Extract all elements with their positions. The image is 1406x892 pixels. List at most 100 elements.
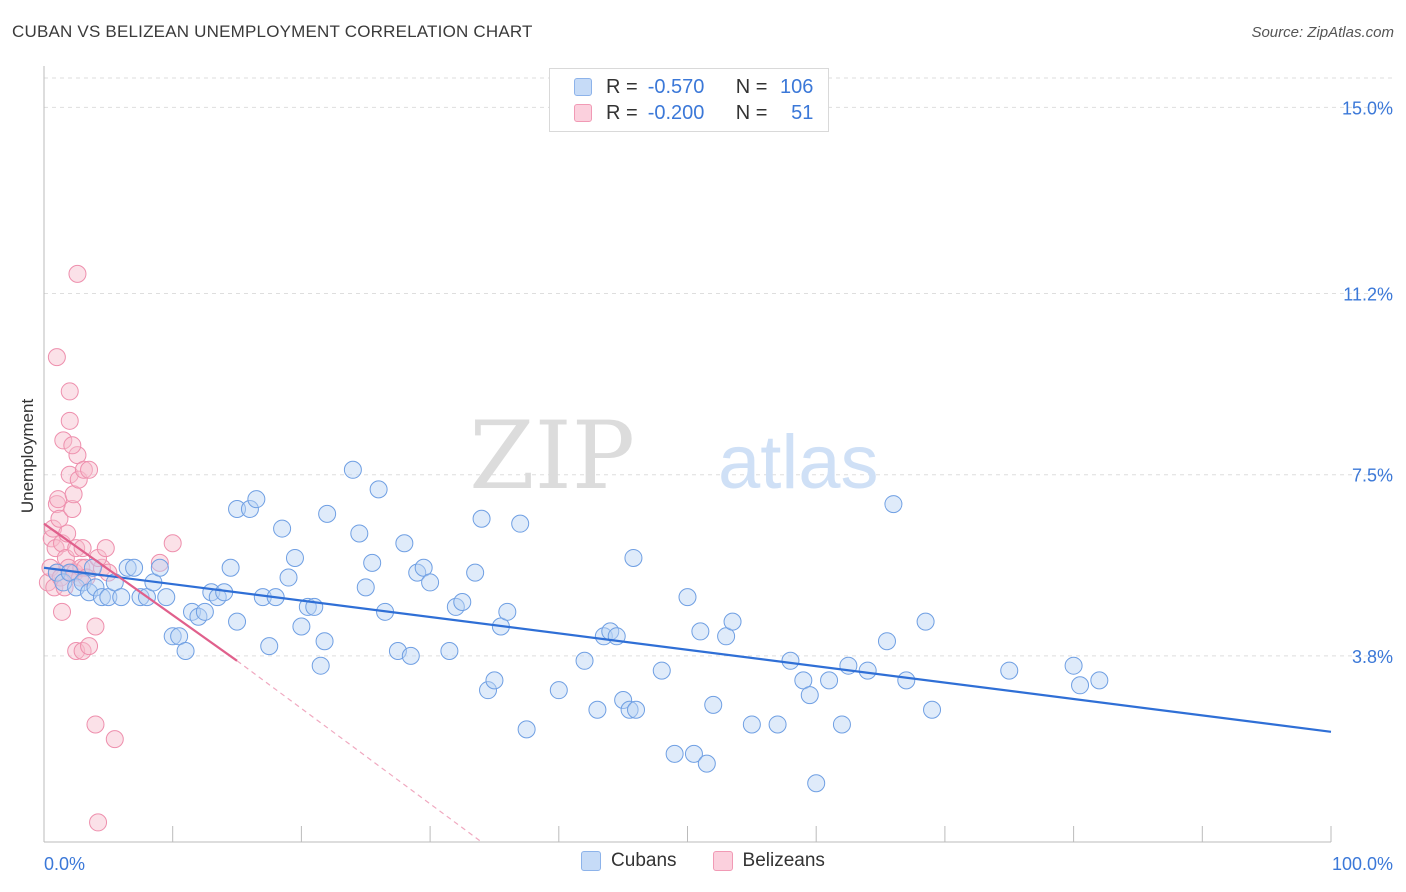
cuban-point bbox=[614, 690, 633, 709]
belizean-point bbox=[163, 534, 182, 553]
belizeans-points bbox=[38, 264, 182, 832]
y-tick-label: 3.8% bbox=[1352, 647, 1393, 667]
cuban-point bbox=[624, 548, 643, 567]
belizean-point bbox=[47, 348, 66, 367]
cuban-point bbox=[315, 632, 334, 651]
x-tick-label-min: 0.0% bbox=[44, 854, 85, 874]
cuban-point bbox=[588, 700, 607, 719]
cubans-r-label: R = bbox=[606, 75, 638, 98]
cuban-point bbox=[472, 509, 491, 528]
cuban-point bbox=[86, 578, 105, 597]
cuban-point bbox=[453, 593, 472, 612]
watermark-atlas: atlas bbox=[718, 420, 879, 505]
cuban-point bbox=[356, 578, 375, 597]
cubans-n-label: N = bbox=[735, 75, 768, 98]
cuban-point bbox=[221, 558, 240, 577]
cubans-swatch bbox=[574, 78, 592, 96]
belizean-point bbox=[60, 382, 79, 401]
x-tick-label-max: 100.0% bbox=[1332, 854, 1393, 874]
source-label: Source: ZipAtlas.com bbox=[1251, 24, 1394, 41]
cuban-point bbox=[665, 744, 684, 763]
chart-title: CUBAN VS BELIZEAN UNEMPLOYMENT CORRELATI… bbox=[12, 22, 533, 41]
belizean-point bbox=[86, 715, 105, 734]
cuban-point bbox=[652, 661, 671, 680]
cubans-n-value: 106 bbox=[780, 75, 814, 98]
cuban-point bbox=[176, 642, 195, 660]
cuban-point bbox=[466, 563, 485, 582]
cuban-point bbox=[292, 617, 311, 636]
cuban-point bbox=[118, 558, 137, 577]
cuban-point bbox=[112, 588, 131, 607]
belizeans-legend-label: Belizeans bbox=[742, 850, 825, 871]
cuban-point bbox=[575, 651, 594, 670]
watermark-zip: ZIP bbox=[469, 402, 635, 511]
cuban-point bbox=[125, 558, 144, 577]
cuban-point bbox=[369, 480, 388, 499]
belizeans-swatch bbox=[574, 104, 592, 122]
cuban-point bbox=[723, 612, 742, 631]
cuban-point bbox=[395, 534, 414, 553]
cuban-point bbox=[1071, 676, 1090, 695]
legend-row-belizeans: R = -0.200 N = 51 bbox=[574, 101, 813, 125]
cuban-point bbox=[678, 588, 697, 607]
cuban-point bbox=[260, 637, 279, 656]
cuban-point bbox=[157, 588, 176, 607]
belizeans-r-value: -0.200 bbox=[647, 101, 705, 124]
cuban-point bbox=[916, 612, 935, 631]
cubans-legend-swatch bbox=[581, 851, 602, 871]
cuban-point bbox=[897, 671, 916, 690]
cuban-point bbox=[1090, 671, 1109, 690]
cuban-point bbox=[150, 558, 169, 577]
y-tick-label: 11.2% bbox=[1343, 284, 1393, 304]
belizean-point bbox=[105, 730, 124, 749]
cuban-point bbox=[858, 661, 877, 680]
belizean-point bbox=[89, 548, 108, 567]
y-axis-label: Unemployment bbox=[18, 399, 37, 514]
cuban-point bbox=[691, 622, 710, 641]
belizean-point bbox=[60, 465, 79, 484]
belizean-point bbox=[60, 411, 79, 430]
belizean-point bbox=[96, 539, 115, 558]
cuban-point bbox=[163, 627, 182, 646]
cuban-point bbox=[440, 642, 459, 660]
cuban-point bbox=[684, 744, 703, 763]
belizean-point bbox=[49, 490, 68, 509]
belizean-point bbox=[45, 578, 64, 597]
cuban-point bbox=[1000, 661, 1019, 680]
belizean-point bbox=[80, 460, 99, 479]
legend-row-cubans: R = -0.570 N = 106 bbox=[574, 75, 813, 99]
cuban-point bbox=[311, 656, 330, 675]
cuban-point bbox=[401, 646, 420, 665]
belizean-point bbox=[80, 637, 99, 656]
cuban-point bbox=[228, 612, 247, 631]
cuban-point bbox=[832, 715, 851, 734]
cubans-legend-label: Cubans bbox=[611, 850, 677, 871]
legend-item-cubans[interactable]: Cubans bbox=[581, 850, 677, 872]
cuban-point bbox=[627, 700, 646, 719]
cuban-point bbox=[350, 524, 369, 543]
cuban-point bbox=[1064, 656, 1083, 675]
cuban-point bbox=[343, 460, 362, 479]
cuban-point bbox=[273, 519, 292, 538]
cuban-point bbox=[704, 695, 723, 714]
cuban-point bbox=[318, 504, 337, 523]
cuban-point bbox=[620, 700, 639, 719]
belizeans-legend-swatch bbox=[712, 851, 733, 871]
legend-item-belizeans[interactable]: Belizeans bbox=[712, 850, 825, 872]
cuban-point bbox=[697, 754, 716, 773]
belizean-point bbox=[73, 539, 92, 558]
y-tick-label: 7.5% bbox=[1352, 466, 1393, 486]
gridlines bbox=[44, 77, 1392, 657]
belizean-point bbox=[54, 431, 73, 450]
cuban-point bbox=[923, 700, 942, 719]
belizeans-r-label: R = bbox=[606, 101, 638, 124]
belizean-point bbox=[89, 813, 108, 832]
trend-lines bbox=[43, 522, 1332, 843]
belizean-point bbox=[63, 436, 82, 455]
tick-labels: 3.8% 7.5% 11.2% 15.0% 0.0% 100.0% bbox=[44, 98, 1393, 874]
correlation-legend: R = -0.570 N = 106 R = -0.200 N = 51 bbox=[549, 68, 829, 132]
cubans-r-value: -0.570 bbox=[647, 75, 705, 98]
belizeans-n-value: 51 bbox=[791, 101, 814, 124]
belizean-point bbox=[74, 460, 93, 479]
